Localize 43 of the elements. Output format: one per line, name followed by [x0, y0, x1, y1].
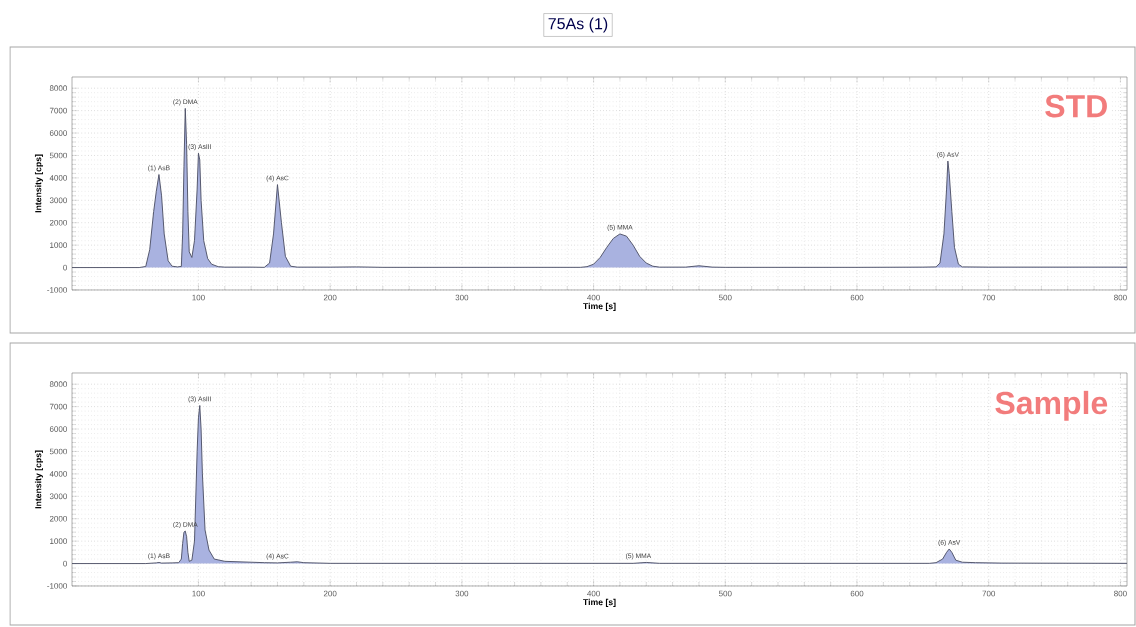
x-tick-label: 400	[587, 294, 600, 301]
x-tick-label: 300	[455, 294, 469, 301]
x-tick-label: 600	[850, 294, 864, 301]
x-tick-label: 800	[1114, 590, 1127, 597]
x-tick-label: 700	[982, 294, 996, 301]
y-tick-label: 2000	[49, 515, 67, 522]
x-tick-label: 200	[323, 294, 337, 301]
annotation: Sample	[995, 390, 1108, 421]
y-tick-label: 6000	[49, 426, 67, 432]
x-tick-label: 500	[718, 294, 732, 301]
x-tick-label: 200	[323, 590, 337, 597]
y-tick-label: 8000	[49, 381, 67, 388]
y-tick-label: 1000	[50, 538, 67, 544]
y-axis-title: Intensity [cps]	[34, 450, 44, 509]
x-axis-title: Time [s]	[583, 302, 616, 311]
x-axis-title: Time [s]	[583, 598, 616, 607]
y-tick-label: 0	[63, 560, 67, 567]
y-tick-label: 1000	[50, 242, 67, 248]
y-tick-label: 6000	[49, 130, 67, 136]
y-tick-label: 4000	[49, 471, 67, 477]
x-tick-label: 700	[982, 590, 996, 597]
x-tick-label: 800	[1114, 294, 1127, 301]
x-tick-label: 100	[192, 590, 205, 597]
y-tick-label: 3000	[49, 197, 67, 204]
y-axis-title: Intensity [cps]	[34, 154, 44, 213]
y-tick-label: 0	[63, 264, 67, 271]
x-tick-label: 400	[587, 590, 600, 597]
annotation: STD	[1045, 94, 1107, 118]
x-tick-label: 600	[850, 590, 864, 597]
y-tick-label: -1000	[47, 287, 67, 293]
y-tick-label: 8000	[49, 85, 67, 92]
y-tick-label: 5000	[49, 152, 67, 159]
x-tick-label: 500	[718, 590, 732, 597]
x-tick-label: 300	[455, 590, 469, 597]
y-tick-label: 4000	[49, 175, 67, 181]
y-tick-label: 2000	[49, 219, 67, 226]
y-tick-label: -1000	[47, 583, 67, 589]
y-tick-label: 5000	[49, 448, 67, 455]
x-tick-label: 100	[192, 294, 205, 301]
y-tick-label: 7000	[49, 403, 67, 410]
chart-title: 75As (1)	[548, 17, 608, 33]
y-tick-label: 7000	[49, 107, 67, 114]
y-tick-label: 3000	[49, 493, 67, 500]
